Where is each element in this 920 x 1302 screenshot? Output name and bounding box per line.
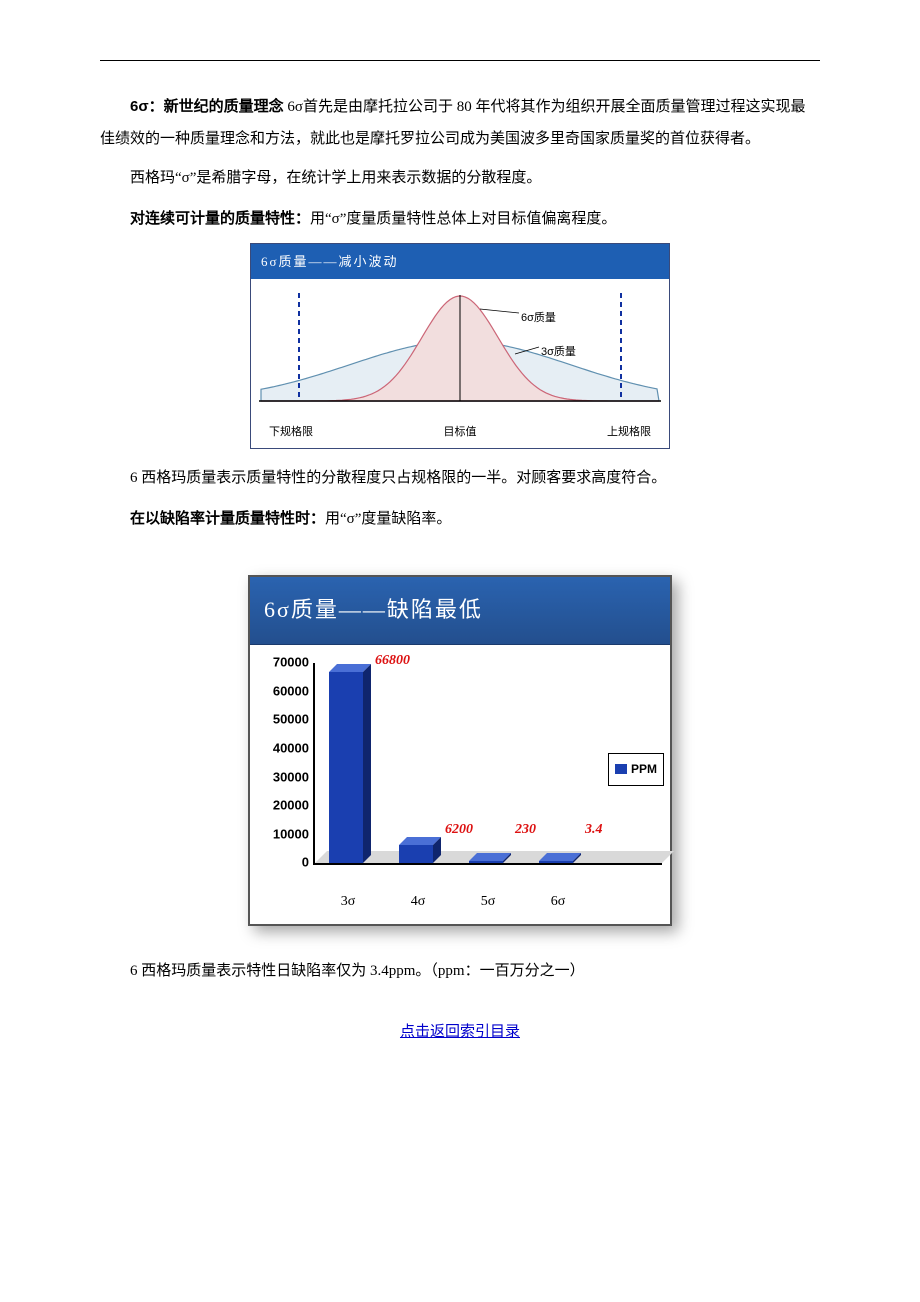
xlabel: 4σ — [383, 887, 453, 916]
distribution-chart-title: 6σ质量——减小波动 — [251, 244, 669, 279]
callout-6sigma: 6σ质量 — [521, 307, 556, 330]
xlabel: 5σ — [453, 887, 523, 916]
para3-bold: 对连续可计量的质量特性： — [130, 210, 310, 227]
ytick: 40000 — [273, 735, 309, 762]
ytick: 20000 — [273, 792, 309, 819]
distribution-chart-body: 6σ质量 3σ质量 — [251, 279, 669, 419]
para5-bold: 在以缺陷率计量质量特性时： — [130, 510, 325, 527]
distribution-axis-labels: 下规格限 目标值 上规格限 — [251, 419, 669, 448]
para1-bold: 6σ：新世纪的质量理念 — [130, 98, 284, 115]
ytick: 30000 — [273, 763, 309, 790]
axis-target: 目标值 — [444, 421, 477, 444]
paragraph-1: 6σ：新世纪的质量理念 6σ首先是由摩托拉公司于 80 年代将其作为组织开展全面… — [100, 91, 820, 155]
bar-5σ — [469, 861, 503, 863]
top-rule — [100, 60, 820, 61]
ytick: 10000 — [273, 820, 309, 847]
bar-chart-yaxis: 010000200003000040000500006000070000 — [258, 663, 313, 863]
paragraph-5: 在以缺陷率计量质量特性时：用“σ”度量缺陷率。 — [100, 503, 820, 536]
xlabel: 3σ — [313, 887, 383, 916]
bar-chart-title: 6σ质量——缺陷最低 — [250, 577, 670, 644]
paragraph-2: 西格玛“σ”是希腊字母，在统计学上用来表示数据的分散程度。 — [100, 163, 820, 195]
bar-value-label: 6200 — [445, 815, 473, 844]
para5-rest: 用“σ”度量缺陷率。 — [325, 511, 451, 527]
bar-3σ — [329, 672, 363, 863]
paragraph-4: 6 西格玛质量表示质量特性的分散程度只占规格限的一半。对顾客要求高度符合。 — [100, 463, 820, 495]
paragraph-6: 6 西格玛质量表示特性日缺陷率仅为 3.4ppm。（ppm：一百万分之一） — [100, 956, 820, 988]
bar-chart: 6σ质量——缺陷最低 01000020000300004000050000600… — [248, 575, 672, 926]
bar-value-label: 3.4 — [585, 815, 603, 844]
bar-chart-body: 010000200003000040000500006000070000 668… — [250, 645, 670, 924]
legend-label: PPM — [631, 757, 657, 782]
bar-chart-xlabels: 3σ4σ5σ6σ — [313, 883, 662, 916]
back-to-index-link[interactable]: 点击返回索引目录 — [400, 1024, 520, 1040]
axis-usl: 上规格限 — [607, 421, 651, 444]
ytick: 50000 — [273, 706, 309, 733]
ytick: 0 — [302, 849, 309, 876]
paragraph-3: 对连续可计量的质量特性：用“σ”度量质量特性总体上对目标值偏离程度。 — [100, 203, 820, 236]
distribution-svg — [251, 279, 669, 419]
bar-value-label: 66800 — [375, 646, 410, 675]
para3-rest: 用“σ”度量质量特性总体上对目标值偏离程度。 — [310, 211, 616, 227]
bar-value-label: 230 — [515, 815, 536, 844]
back-link-wrap: 点击返回索引目录 — [100, 1017, 820, 1049]
bar-chart-legend: PPM — [608, 753, 664, 786]
ytick: 70000 — [273, 649, 309, 676]
distribution-chart-frame: 6σ质量——减小波动 6σ质量 3σ质量 下规格限 目标值 上规格限 — [250, 243, 670, 449]
distribution-chart: 6σ质量——减小波动 6σ质量 3σ质量 下规格限 目标值 上规格限 — [250, 243, 670, 449]
ytick: 60000 — [273, 678, 309, 705]
axis-lsl: 下规格限 — [269, 421, 313, 444]
bar-chart-plot: 010000200003000040000500006000070000 668… — [258, 663, 662, 883]
legend-swatch — [615, 764, 627, 774]
xlabel: 6σ — [523, 887, 593, 916]
callout-3sigma: 3σ质量 — [541, 341, 576, 364]
bar-6σ — [539, 861, 573, 863]
bar-4σ — [399, 845, 433, 863]
